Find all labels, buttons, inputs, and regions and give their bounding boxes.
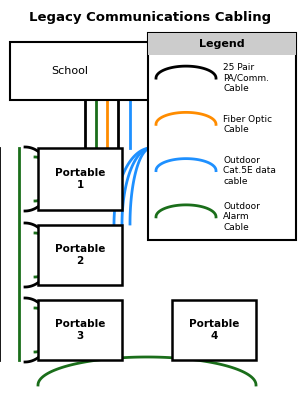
Text: Legend: Legend [199,39,245,49]
Text: Outdoor
Cat.5E data
cable: Outdoor Cat.5E data cable [223,156,276,185]
Text: Portable
1: Portable 1 [55,168,105,190]
Text: Portable
3: Portable 3 [55,319,105,341]
Text: Fiber Optic
Cable: Fiber Optic Cable [223,115,272,134]
Text: Legacy Communications Cabling: Legacy Communications Cabling [29,11,271,25]
Text: 25 Pair
PA/Comm.
Cable: 25 Pair PA/Comm. Cable [223,63,269,93]
Text: Portable
2: Portable 2 [55,244,105,266]
Text: School: School [52,66,88,76]
Bar [148,33,296,55]
Text: Portable
4: Portable 4 [189,319,239,341]
Bar [10,42,155,100]
Bar [38,148,122,210]
Bar [148,33,296,240]
Text: Outdoor
Alarm
Cable: Outdoor Alarm Cable [223,202,260,232]
Bar [38,225,122,285]
Bar [172,300,256,360]
Bar [38,300,122,360]
